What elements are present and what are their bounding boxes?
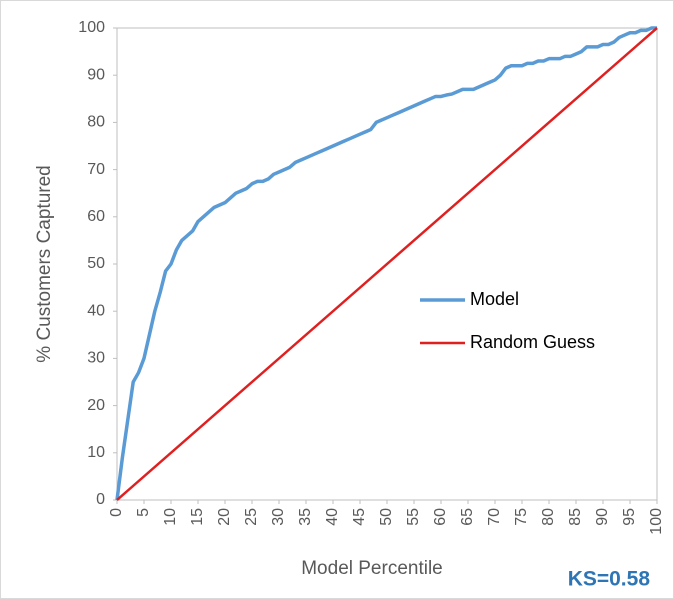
x-tick-label: 45 [351, 508, 368, 526]
y-tick-label: 80 [87, 114, 105, 131]
y-tick-label: 20 [87, 397, 105, 414]
annotation: KS=0.58 [568, 568, 651, 591]
x-tick-label: 5 [135, 508, 152, 517]
x-tick-label: 75 [513, 508, 530, 526]
y-tick-label: 70 [87, 161, 105, 178]
x-tick-label: 85 [567, 508, 584, 526]
legend-label: Random Guess [470, 332, 595, 352]
y-tick-label: 40 [87, 302, 105, 319]
x-tick-label: 10 [162, 508, 179, 526]
series-line [115, 26, 657, 501]
y-axis-label: % Customers Captured [34, 165, 55, 362]
x-tick-label: 65 [459, 508, 476, 526]
x-tick-label: 100 [648, 508, 665, 535]
y-tick-label: 50 [87, 255, 105, 272]
x-tick-label: 50 [378, 508, 395, 526]
y-tick-label: 10 [87, 444, 105, 461]
x-tick-label: 40 [324, 508, 341, 526]
x-tick-label: 80 [540, 508, 557, 526]
x-tick-label: 90 [594, 508, 611, 526]
x-tick-label: 60 [432, 508, 449, 526]
series-line [116, 27, 658, 501]
x-tick-label: 35 [297, 508, 314, 526]
x-axis-label: Model Percentile [301, 558, 443, 579]
y-tick-label: 30 [87, 350, 105, 367]
y-tick-label: 0 [96, 491, 105, 508]
x-tick-label: 15 [189, 508, 206, 526]
x-tick-label: 25 [243, 508, 260, 526]
x-tick-label: 0 [108, 508, 125, 517]
x-tick-label: 95 [621, 508, 638, 526]
x-tick-label: 30 [270, 508, 287, 526]
x-tick-label: 55 [405, 508, 422, 526]
y-tick-label: 100 [78, 19, 105, 36]
y-tick-label: 60 [87, 208, 105, 225]
y-tick-label: 90 [87, 66, 105, 83]
x-tick-label: 20 [216, 508, 233, 526]
x-tick-label: 70 [486, 508, 503, 526]
legend-label: Model [470, 289, 519, 309]
